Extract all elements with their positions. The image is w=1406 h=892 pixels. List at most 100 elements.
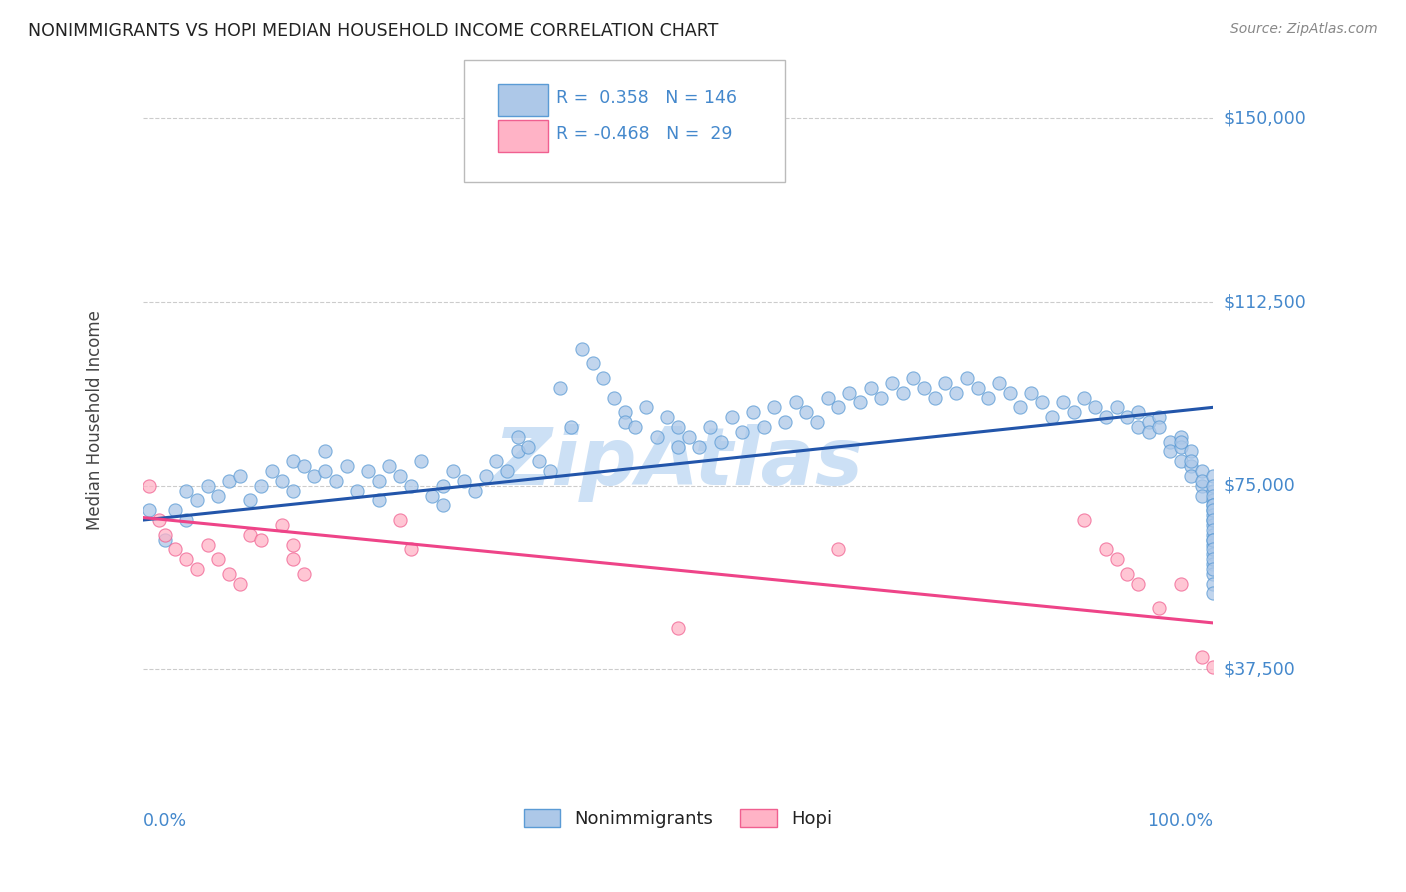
Text: R =  0.358   N = 146: R = 0.358 N = 146 <box>557 89 737 107</box>
Point <box>666 420 689 434</box>
Point <box>1149 420 1171 434</box>
Point <box>1126 405 1149 419</box>
Point <box>432 499 454 513</box>
Point <box>1116 410 1139 425</box>
Point <box>207 552 229 566</box>
Point <box>924 391 946 405</box>
Point <box>796 405 818 419</box>
Point <box>560 420 582 434</box>
Point <box>1105 552 1128 566</box>
Point <box>838 385 860 400</box>
Point <box>688 440 710 454</box>
Point <box>710 434 733 449</box>
Point <box>1202 547 1225 561</box>
Point <box>934 376 956 390</box>
Point <box>138 503 160 517</box>
Point <box>174 483 197 498</box>
Point <box>1170 434 1192 449</box>
Point <box>378 459 401 474</box>
Point <box>1095 410 1118 425</box>
Legend: Nonimmigrants, Hopi: Nonimmigrants, Hopi <box>517 802 839 836</box>
Point <box>1202 493 1225 508</box>
Point <box>1202 527 1225 541</box>
Point <box>666 440 689 454</box>
Point <box>1191 464 1213 478</box>
Point <box>443 464 465 478</box>
Point <box>432 479 454 493</box>
Point <box>250 533 273 547</box>
Point <box>197 537 219 551</box>
Point <box>527 454 550 468</box>
Point <box>1073 391 1095 405</box>
Text: ZipAtlas: ZipAtlas <box>494 424 863 502</box>
Point <box>1202 517 1225 532</box>
Point <box>281 483 304 498</box>
Point <box>1180 459 1202 474</box>
Point <box>763 401 786 415</box>
Point <box>1137 425 1160 439</box>
Point <box>165 503 187 517</box>
Point <box>785 395 807 409</box>
Point <box>1202 503 1225 517</box>
Point <box>966 381 988 395</box>
Point <box>945 385 967 400</box>
Text: R = -0.468   N =  29: R = -0.468 N = 29 <box>557 126 733 144</box>
Point <box>849 395 872 409</box>
Point <box>420 489 443 503</box>
Point <box>613 405 636 419</box>
Point <box>399 479 422 493</box>
Point <box>773 415 796 429</box>
Point <box>657 410 679 425</box>
Point <box>1202 523 1225 537</box>
Point <box>1202 513 1225 527</box>
Point <box>138 479 160 493</box>
Point <box>357 464 380 478</box>
Point <box>197 479 219 493</box>
Point <box>1073 513 1095 527</box>
Point <box>228 469 250 483</box>
Point <box>1095 542 1118 557</box>
Point <box>1116 566 1139 581</box>
Point <box>148 513 170 527</box>
Point <box>281 537 304 551</box>
Point <box>891 385 914 400</box>
Point <box>496 464 519 478</box>
Point <box>239 493 262 508</box>
Point <box>1126 420 1149 434</box>
Text: Median Household Income: Median Household Income <box>86 310 104 530</box>
Point <box>1202 533 1225 547</box>
Point <box>806 415 828 429</box>
Point <box>1052 395 1074 409</box>
Point <box>592 371 614 385</box>
Point <box>720 410 742 425</box>
Text: $112,500: $112,500 <box>1223 293 1306 311</box>
Point <box>474 469 496 483</box>
Point <box>1191 479 1213 493</box>
Point <box>367 474 389 488</box>
Point <box>613 415 636 429</box>
Point <box>1180 444 1202 458</box>
Point <box>1202 489 1225 503</box>
Point <box>1170 576 1192 591</box>
Point <box>817 391 839 405</box>
Point <box>998 385 1021 400</box>
Point <box>207 489 229 503</box>
Point <box>645 430 668 444</box>
Point <box>977 391 1000 405</box>
Point <box>1159 434 1181 449</box>
Point <box>399 542 422 557</box>
Text: NONIMMIGRANTS VS HOPI MEDIAN HOUSEHOLD INCOME CORRELATION CHART: NONIMMIGRANTS VS HOPI MEDIAN HOUSEHOLD I… <box>28 22 718 40</box>
Text: $37,500: $37,500 <box>1223 660 1296 679</box>
Point <box>1137 415 1160 429</box>
Point <box>987 376 1010 390</box>
Point <box>174 552 197 566</box>
Point <box>912 381 935 395</box>
Point <box>250 479 273 493</box>
Point <box>292 566 315 581</box>
Point <box>260 464 283 478</box>
Point <box>571 342 593 356</box>
Point <box>165 542 187 557</box>
Point <box>1170 430 1192 444</box>
Point <box>956 371 979 385</box>
Point <box>153 527 176 541</box>
